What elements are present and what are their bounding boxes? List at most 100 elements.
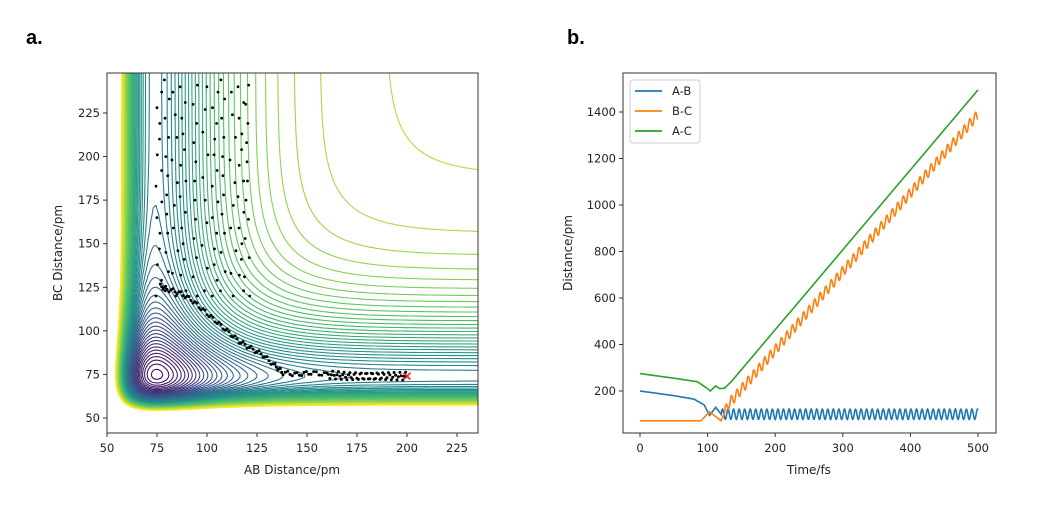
trajectory-point [177,290,181,294]
trajectory-point [213,247,216,251]
contour-level [118,73,478,409]
trajectory-point [164,155,168,159]
trajectory-point [221,327,225,331]
trajectory-point [234,249,238,253]
trajectory-point [158,282,162,286]
trajectory-point [179,273,183,277]
contour-level [133,333,205,395]
contour-level [133,329,209,396]
start-marker-icon [402,372,412,381]
trajectory-point [345,378,349,382]
trajectory-point [395,378,399,382]
y-tick-label: 125 [78,280,100,294]
trajectory-point [179,163,183,167]
trajectory-point [366,377,370,381]
trajectory-point [156,263,159,266]
trajectory-point [181,294,185,298]
contour-level [130,317,223,398]
trajectory-point [231,113,234,117]
x-tick-label: 100 [196,441,218,455]
y-tick-label: 800 [594,245,616,259]
trajectory-point [398,370,402,374]
trajectory-point [219,78,223,82]
contour-level [122,73,478,405]
trajectory-point [269,362,273,366]
x-axis-ticks-a: 50 75 100 125 150 175 200 225 [100,433,468,455]
contour-level [137,346,190,392]
trajectory-point [160,90,164,94]
trajectory-point [274,365,278,369]
trajectory-point [396,375,400,379]
trajectory-point [394,373,398,377]
trajectory-point [213,320,217,324]
x-tick-label: 300 [832,441,854,455]
trajectory-point [355,376,359,380]
trajectory-point [247,256,251,259]
trajectory-point [237,341,241,345]
series-line-b-c [640,111,979,423]
trajectory-point [206,153,210,157]
trajectory-point [180,226,184,230]
trajectory-point [158,122,162,125]
contour-lines [114,73,478,412]
trajectory-point [205,221,209,225]
trajectory-point [167,136,171,139]
trajectory-point [212,153,216,157]
trajectory-point [222,193,226,197]
x-tick-label: 150 [296,441,318,455]
contour-level [142,356,179,388]
trajectory-point [230,90,233,94]
x-axis-ticks-b: 0 100 200 300 400 500 [636,433,989,455]
trajectory-point [381,371,385,375]
trajectory-point [242,289,246,293]
trajectory-point [288,372,292,376]
legend-label-a-c: A-C [672,124,692,138]
y-axis-ticks-a: 50 75 100 125 150 175 200 225 [78,106,107,425]
trajectory-point [361,377,365,380]
legend-label-b-c: B-C [672,104,692,118]
trajectory-point [205,85,209,89]
trajectory-point [178,195,182,199]
trajectory-point [160,169,164,172]
trajectory-point [160,278,163,282]
x-tick-label: 0 [636,441,643,455]
trajectory-point [193,179,197,183]
trajectory-point [182,258,186,261]
trajectory-point [322,371,326,375]
trajectory-point [238,273,241,277]
trajectory-point [240,132,244,136]
trajectory-point [280,370,284,374]
trajectory-point [171,271,174,275]
trajectory-point [228,158,232,162]
trajectory-point [242,101,246,104]
trajectory-point [342,370,346,374]
x-tick-label: 200 [764,441,786,455]
trajectory-point [176,249,180,253]
trajectory-point [163,78,166,82]
trajectory-point [211,216,214,220]
contour-level [118,73,478,409]
trajectory-point [194,160,198,164]
trajectory-point [223,270,227,273]
trajectory-point [223,97,227,101]
trajectory-point [286,369,290,373]
trajectory-point [201,130,205,134]
y-axis-ticks-b: 200 400 600 800 1000 1200 1400 [587,105,623,398]
trajectory-point [312,370,316,374]
trajectory-point [158,247,161,251]
trajectory-point [173,204,176,207]
trajectory-point [199,308,203,312]
trajectory-point [174,294,178,298]
y-tick-label: 50 [85,411,100,425]
trajectory-point [221,174,225,178]
trajectory-point [183,101,187,104]
trajectory-point [276,368,280,372]
trajectory-point [164,251,168,254]
trajectory-point [336,370,340,374]
trajectory-point [154,294,158,298]
trajectory-point [170,158,174,162]
trajectory-point [352,372,356,376]
trajectory-point [192,237,196,240]
trajectory-point [189,299,193,302]
